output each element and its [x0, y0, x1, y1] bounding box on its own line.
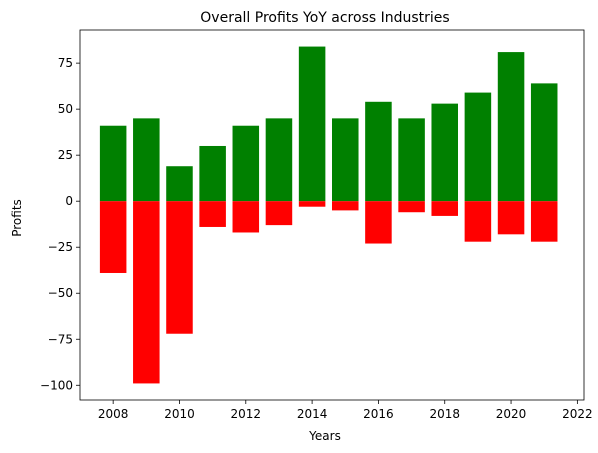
- loss-bar-2008: [99, 201, 127, 273]
- loss-bar-2014: [298, 201, 326, 207]
- y-tick-label: 25: [58, 148, 73, 162]
- x-tick-label: 2020: [496, 407, 527, 421]
- y-tick-label: −75: [48, 332, 73, 346]
- loss-bar-2021: [530, 201, 558, 242]
- profit-bar-2015: [332, 118, 359, 202]
- profit-bar-2009: [133, 118, 160, 202]
- bars-layer: [99, 46, 558, 384]
- profit-bar-2010: [166, 166, 193, 202]
- y-tick-label: −50: [48, 286, 73, 300]
- x-tick-label: 2010: [164, 407, 195, 421]
- x-tick-label: 2016: [363, 407, 394, 421]
- x-tick-label: 2012: [231, 407, 262, 421]
- axes-layer: 2008 2010 2012 2014 2016 2018 2020 2022 75 50 25 0 −…: [40, 29, 593, 421]
- y-tick-label: 50: [58, 102, 73, 116]
- loss-bar-2018: [431, 201, 458, 216]
- profit-bar-2018: [431, 103, 458, 202]
- profit-bar-2021: [530, 83, 558, 202]
- profit-bar-2013: [265, 118, 293, 202]
- y-tick-label: −25: [48, 240, 73, 254]
- loss-bar-2012: [232, 201, 260, 233]
- loss-bar-2013: [265, 201, 293, 226]
- x-tick-label: 2022: [562, 407, 593, 421]
- x-tick-label: 2008: [98, 407, 129, 421]
- profit-bar-2011: [199, 145, 226, 202]
- x-axis-label: Years: [308, 429, 341, 443]
- chart-title: Overall Profits YoY across Industries: [200, 10, 449, 26]
- profit-bar-2020: [497, 52, 525, 202]
- profit-bar-2017: [398, 118, 425, 202]
- loss-bar-2010: [166, 201, 193, 334]
- loss-bar-2020: [497, 201, 525, 235]
- profit-bar-2016: [365, 101, 392, 202]
- loss-bar-2016: [365, 201, 392, 244]
- loss-bar-2009: [133, 201, 160, 384]
- y-tick-label: −100: [40, 378, 73, 392]
- loss-bar-2011: [199, 201, 226, 227]
- y-tick-label: 0: [65, 194, 73, 208]
- x-tick-label: 2018: [429, 407, 460, 421]
- loss-bar-2015: [332, 201, 359, 211]
- plot-frame: [79, 29, 585, 401]
- profit-bar-2008: [99, 125, 127, 202]
- profit-bar-2019: [464, 92, 492, 202]
- loss-bar-2019: [464, 201, 492, 242]
- y-tick-label: 75: [58, 56, 73, 70]
- loss-bar-2017: [398, 201, 425, 213]
- x-tick-label: 2014: [297, 407, 328, 421]
- profit-bar-2014: [298, 46, 326, 202]
- profit-bar-2012: [232, 125, 260, 202]
- y-axis-label: Profits: [10, 199, 24, 237]
